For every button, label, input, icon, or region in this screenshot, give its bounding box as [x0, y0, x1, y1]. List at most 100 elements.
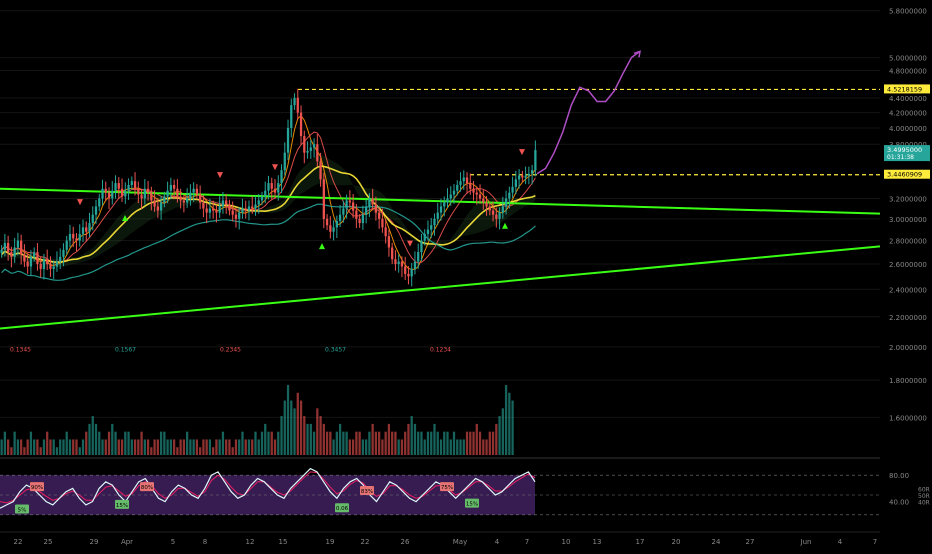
candle-body — [59, 256, 62, 262]
volume-bar — [361, 439, 365, 455]
candle-body — [508, 192, 511, 199]
volume-bar — [172, 439, 176, 455]
trendlines[interactable] — [0, 88, 881, 330]
candle-body — [430, 225, 433, 230]
signal-label: 0.1567 — [115, 347, 136, 354]
volume-bar — [465, 431, 469, 455]
moving-average-line — [1, 131, 536, 264]
candle-body — [182, 200, 186, 203]
trendline-lower — [0, 245, 881, 330]
sell-arrow — [519, 149, 525, 156]
buy-arrow — [502, 222, 508, 229]
volume-bar — [23, 447, 26, 455]
price-tick-label: 1.8000000 — [889, 377, 927, 385]
candle-body — [417, 252, 420, 262]
price-axis[interactable]: 5.8000000 5.0000000 4.8000000 4.4000000 4.20… — [884, 8, 930, 507]
volume-bar — [332, 439, 335, 455]
trendline-upper — [0, 187, 881, 215]
candle-body — [156, 206, 159, 211]
time-tick-label: 7 — [525, 538, 529, 546]
volume-bar — [107, 431, 111, 455]
volume-bar — [374, 431, 378, 455]
candle-body — [361, 214, 365, 224]
volume-bar — [202, 439, 205, 455]
candle-body — [231, 210, 234, 215]
candle-body — [459, 181, 462, 185]
volume-bar — [94, 423, 98, 455]
time-tick-label: 20 — [672, 538, 681, 546]
volume-bar — [225, 439, 228, 455]
oscillator-tag — [30, 482, 44, 492]
candle-body — [335, 220, 338, 228]
volume-bar — [319, 416, 322, 455]
volume-bar — [78, 447, 81, 455]
volume-bar — [436, 431, 439, 455]
volume-bar — [192, 439, 195, 455]
candle-body — [3, 242, 7, 250]
time-axis[interactable]: 22 25 29 Apr 5 8 12 15 19 22 26 May 4 7 10 13 17 20 24 27 Ju… — [0, 531, 880, 546]
volume-bar — [348, 439, 352, 455]
price-tick-label: 2.0000000 — [889, 344, 927, 352]
candle-body — [117, 183, 120, 189]
time-tick-label: 27 — [746, 538, 755, 546]
volume-bar — [439, 439, 443, 455]
volume-bar — [146, 439, 150, 455]
candle-body — [397, 261, 400, 265]
candle-body — [338, 214, 342, 221]
candle-body — [404, 266, 407, 274]
volume-bar — [185, 431, 189, 455]
candle-body — [225, 200, 228, 205]
volume-bar — [358, 431, 361, 455]
oscillator-side-label: 50R — [918, 493, 930, 500]
candle-body — [319, 161, 322, 180]
candle-body — [244, 208, 247, 211]
price-tick-label: 2.8000000 — [889, 238, 927, 246]
candle-body — [273, 188, 277, 193]
volume-bar — [16, 439, 20, 455]
volume-bar — [472, 431, 475, 455]
volume-bar — [257, 439, 260, 455]
volume-histogram — [0, 385, 514, 455]
projection-arrowhead — [633, 50, 641, 58]
candle-body — [478, 194, 482, 199]
candle-body — [299, 112, 303, 137]
volume-bar — [316, 408, 319, 455]
candle-body — [215, 210, 218, 213]
oscillator-tag — [360, 486, 374, 496]
candle-body — [98, 198, 101, 207]
volume-bar — [335, 431, 338, 455]
volume-bar — [36, 439, 39, 455]
price-tick-label: 3.0000000 — [889, 216, 927, 224]
volume-bar — [55, 447, 59, 455]
oscillator-tag — [15, 504, 29, 514]
price-tick-label: 4.4000000 — [889, 95, 927, 103]
candle-body — [485, 202, 488, 207]
volume-bar — [33, 439, 36, 455]
projection-path[interactable] — [536, 50, 641, 175]
time-tick-label: 8 — [203, 538, 207, 546]
candle-body — [443, 202, 446, 207]
volume-bar — [46, 431, 49, 455]
volume-bar — [449, 439, 452, 455]
candle-body — [189, 192, 192, 199]
candle-body — [78, 233, 81, 241]
candle-body — [391, 247, 394, 260]
candle-body — [172, 184, 176, 189]
candle-body — [133, 181, 137, 189]
time-tick-label: 17 — [636, 538, 645, 546]
volume-bar — [456, 439, 459, 455]
time-tick-label: 26 — [401, 538, 410, 546]
oscillator-tick-label: 80.00 — [889, 472, 909, 480]
volume-bar — [260, 431, 264, 455]
time-tick-label: 5 — [171, 538, 175, 546]
volume-bar — [338, 423, 342, 455]
candle-body — [13, 247, 16, 257]
volume-bar — [286, 385, 290, 455]
volume-bar — [280, 416, 283, 455]
volume-bar — [378, 431, 381, 455]
volume-bar — [10, 447, 13, 455]
volume-bar — [384, 431, 387, 455]
candle-body — [452, 190, 456, 195]
